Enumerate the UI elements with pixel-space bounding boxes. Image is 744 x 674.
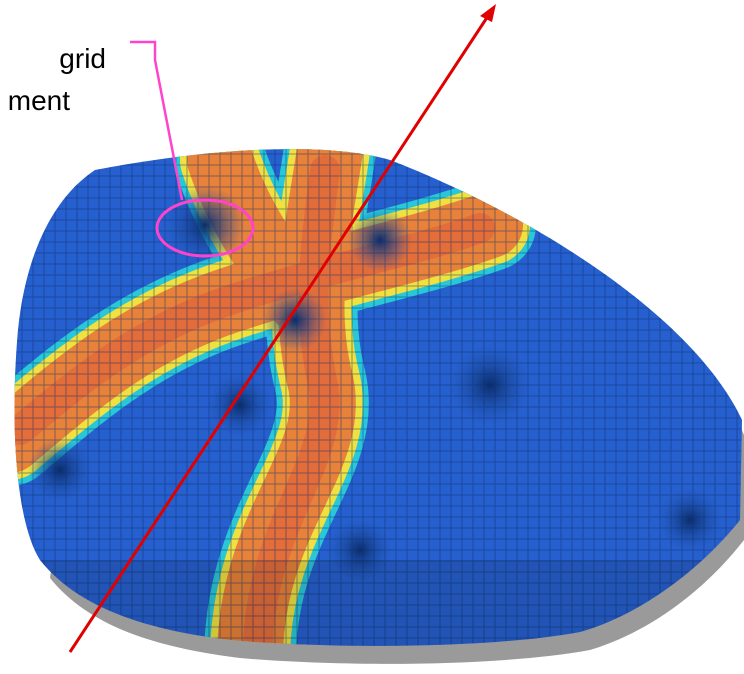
callout-ellipse — [155, 198, 255, 258]
callout-line — [130, 40, 184, 201]
annotation: grid ment — [8, 40, 255, 258]
reservoir-grid — [14, 149, 742, 646]
annotation-text: ment — [8, 85, 70, 116]
section-arrow — [68, 4, 496, 653]
annotation-text: grid — [59, 43, 106, 74]
